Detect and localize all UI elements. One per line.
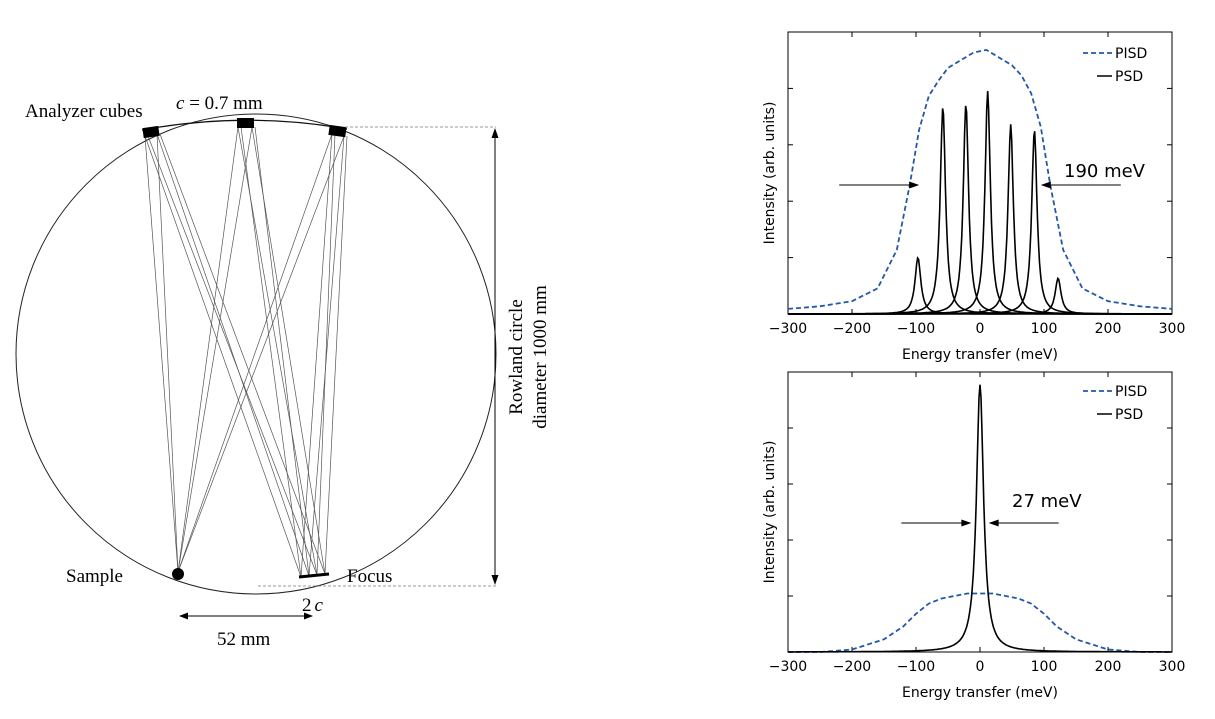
x-tick-label: −200: [833, 321, 871, 337]
rowland-diagram: Analyzer cubes c = 0.7 mm Sample Focus 2…: [15, 93, 551, 650]
x-tick-label: 300: [1159, 321, 1186, 337]
x-tick-label: −300: [769, 321, 807, 337]
ray-reflected: [144, 135, 302, 578]
chart-top-ylabel: Intensity (arb. units): [762, 102, 778, 245]
ray-incident: [144, 135, 179, 573]
chart-bottom-annotation-label: 27 meV: [1012, 491, 1082, 512]
x-tick-label: 200: [1095, 659, 1122, 675]
ray-incident: [177, 135, 345, 573]
focus-label: Focus: [347, 566, 392, 587]
pisd-series-line: [788, 592, 1172, 653]
analyzer-cubes-label: Analyzer cubes: [25, 101, 143, 122]
x-tick-label: −100: [897, 321, 935, 337]
chart-bottom-ylabel: Intensity (arb. units): [762, 441, 778, 584]
x-tick-label: 100: [1031, 321, 1058, 337]
analyzer-cube-center: [237, 118, 254, 128]
focus-detector: [298, 572, 330, 579]
legend-psd-label: PSD: [1115, 407, 1143, 423]
x-tick-label: 100: [1031, 659, 1058, 675]
chart-bottom-xlabel: Energy transfer (meV): [902, 685, 1058, 701]
chart-bottom: −300 −200 −100 0 100 200 300 PISD PSD 27 meV E…: [762, 371, 1186, 701]
distance-label: 52 mm: [217, 629, 271, 650]
x-tick-label: −200: [833, 659, 871, 675]
fwhm-arrow-right-head: [988, 519, 999, 527]
distance-arrow-head-right: [304, 612, 313, 620]
rowland-circle: [15, 113, 497, 595]
ray-incident: [177, 126, 239, 573]
ray-reflected: [308, 135, 345, 577]
ray-reflected: [159, 133, 326, 575]
diameter-arrow-head-top: [491, 128, 499, 138]
x-tick-label: −100: [897, 659, 935, 675]
psd-peak-line: [788, 90, 1172, 315]
chart-bottom-legend: PISD PSD: [1083, 384, 1147, 423]
fwhm-arrow-right-head: [1040, 181, 1051, 189]
c-equation-label: c = 0.7 mm: [176, 93, 263, 114]
chart-top-annotation: [839, 181, 1121, 189]
rowland-label-line1: Rowland circle: [506, 299, 527, 415]
legend-pisd-label: PISD: [1115, 384, 1147, 400]
x-tick-label: 300: [1159, 659, 1186, 675]
ray-incident: [156, 133, 179, 573]
psd-peak-line: [788, 384, 1172, 653]
ray-incident: [177, 133, 333, 573]
analyzer-cube-left: [142, 125, 160, 139]
chart-top-xlabel: Energy transfer (meV): [902, 347, 1058, 363]
rowland-label-line2: diameter 1000 mm: [530, 285, 551, 429]
x-tick-label: 200: [1095, 321, 1122, 337]
sample-label: Sample: [66, 566, 123, 587]
x-tick-label: 0: [976, 659, 985, 675]
chart-top-series: [787, 48, 1173, 315]
legend-psd-label: PSD: [1115, 69, 1143, 85]
ray-bundle: [144, 126, 348, 578]
ray-reflected: [156, 133, 310, 577]
chart-bottom-ticks: −300 −200 −100 0 100 200 300: [769, 371, 1186, 675]
sample-point: [172, 568, 184, 580]
chart-top-legend: PISD PSD: [1083, 46, 1147, 85]
psd-peak-line: [788, 276, 1172, 315]
fwhm-arrow-left-head: [909, 181, 920, 189]
chart-top: −300 −200 −100 0 100 200 300 PISD PSD 190 meV …: [762, 31, 1186, 363]
legend-pisd-label: PISD: [1115, 46, 1147, 62]
distance-arrow-head-left: [179, 612, 188, 620]
ray-reflected: [240, 126, 302, 578]
ray-reflected: [316, 133, 336, 576]
chart-top-annotation-label: 190 meV: [1064, 161, 1146, 182]
psd-peak-line: [788, 256, 1172, 315]
x-tick-label: 0: [976, 321, 985, 337]
ray-reflected: [147, 135, 318, 576]
ray-reflected: [300, 133, 333, 578]
x-tick-label: −300: [769, 659, 807, 675]
ray-reflected: [324, 135, 348, 575]
analyzer-cube-right: [328, 124, 347, 138]
ray-incident: [177, 126, 253, 573]
pisd-series-line: [787, 48, 1173, 310]
ray-reflected: [254, 126, 310, 577]
fwhm-arrow-left-head: [961, 519, 972, 527]
chart-bottom-annotation: [901, 519, 1059, 527]
diameter-arrow-head-bottom: [491, 575, 499, 585]
chart-bottom-series: [788, 384, 1172, 653]
psd-peak-line: [788, 131, 1172, 315]
